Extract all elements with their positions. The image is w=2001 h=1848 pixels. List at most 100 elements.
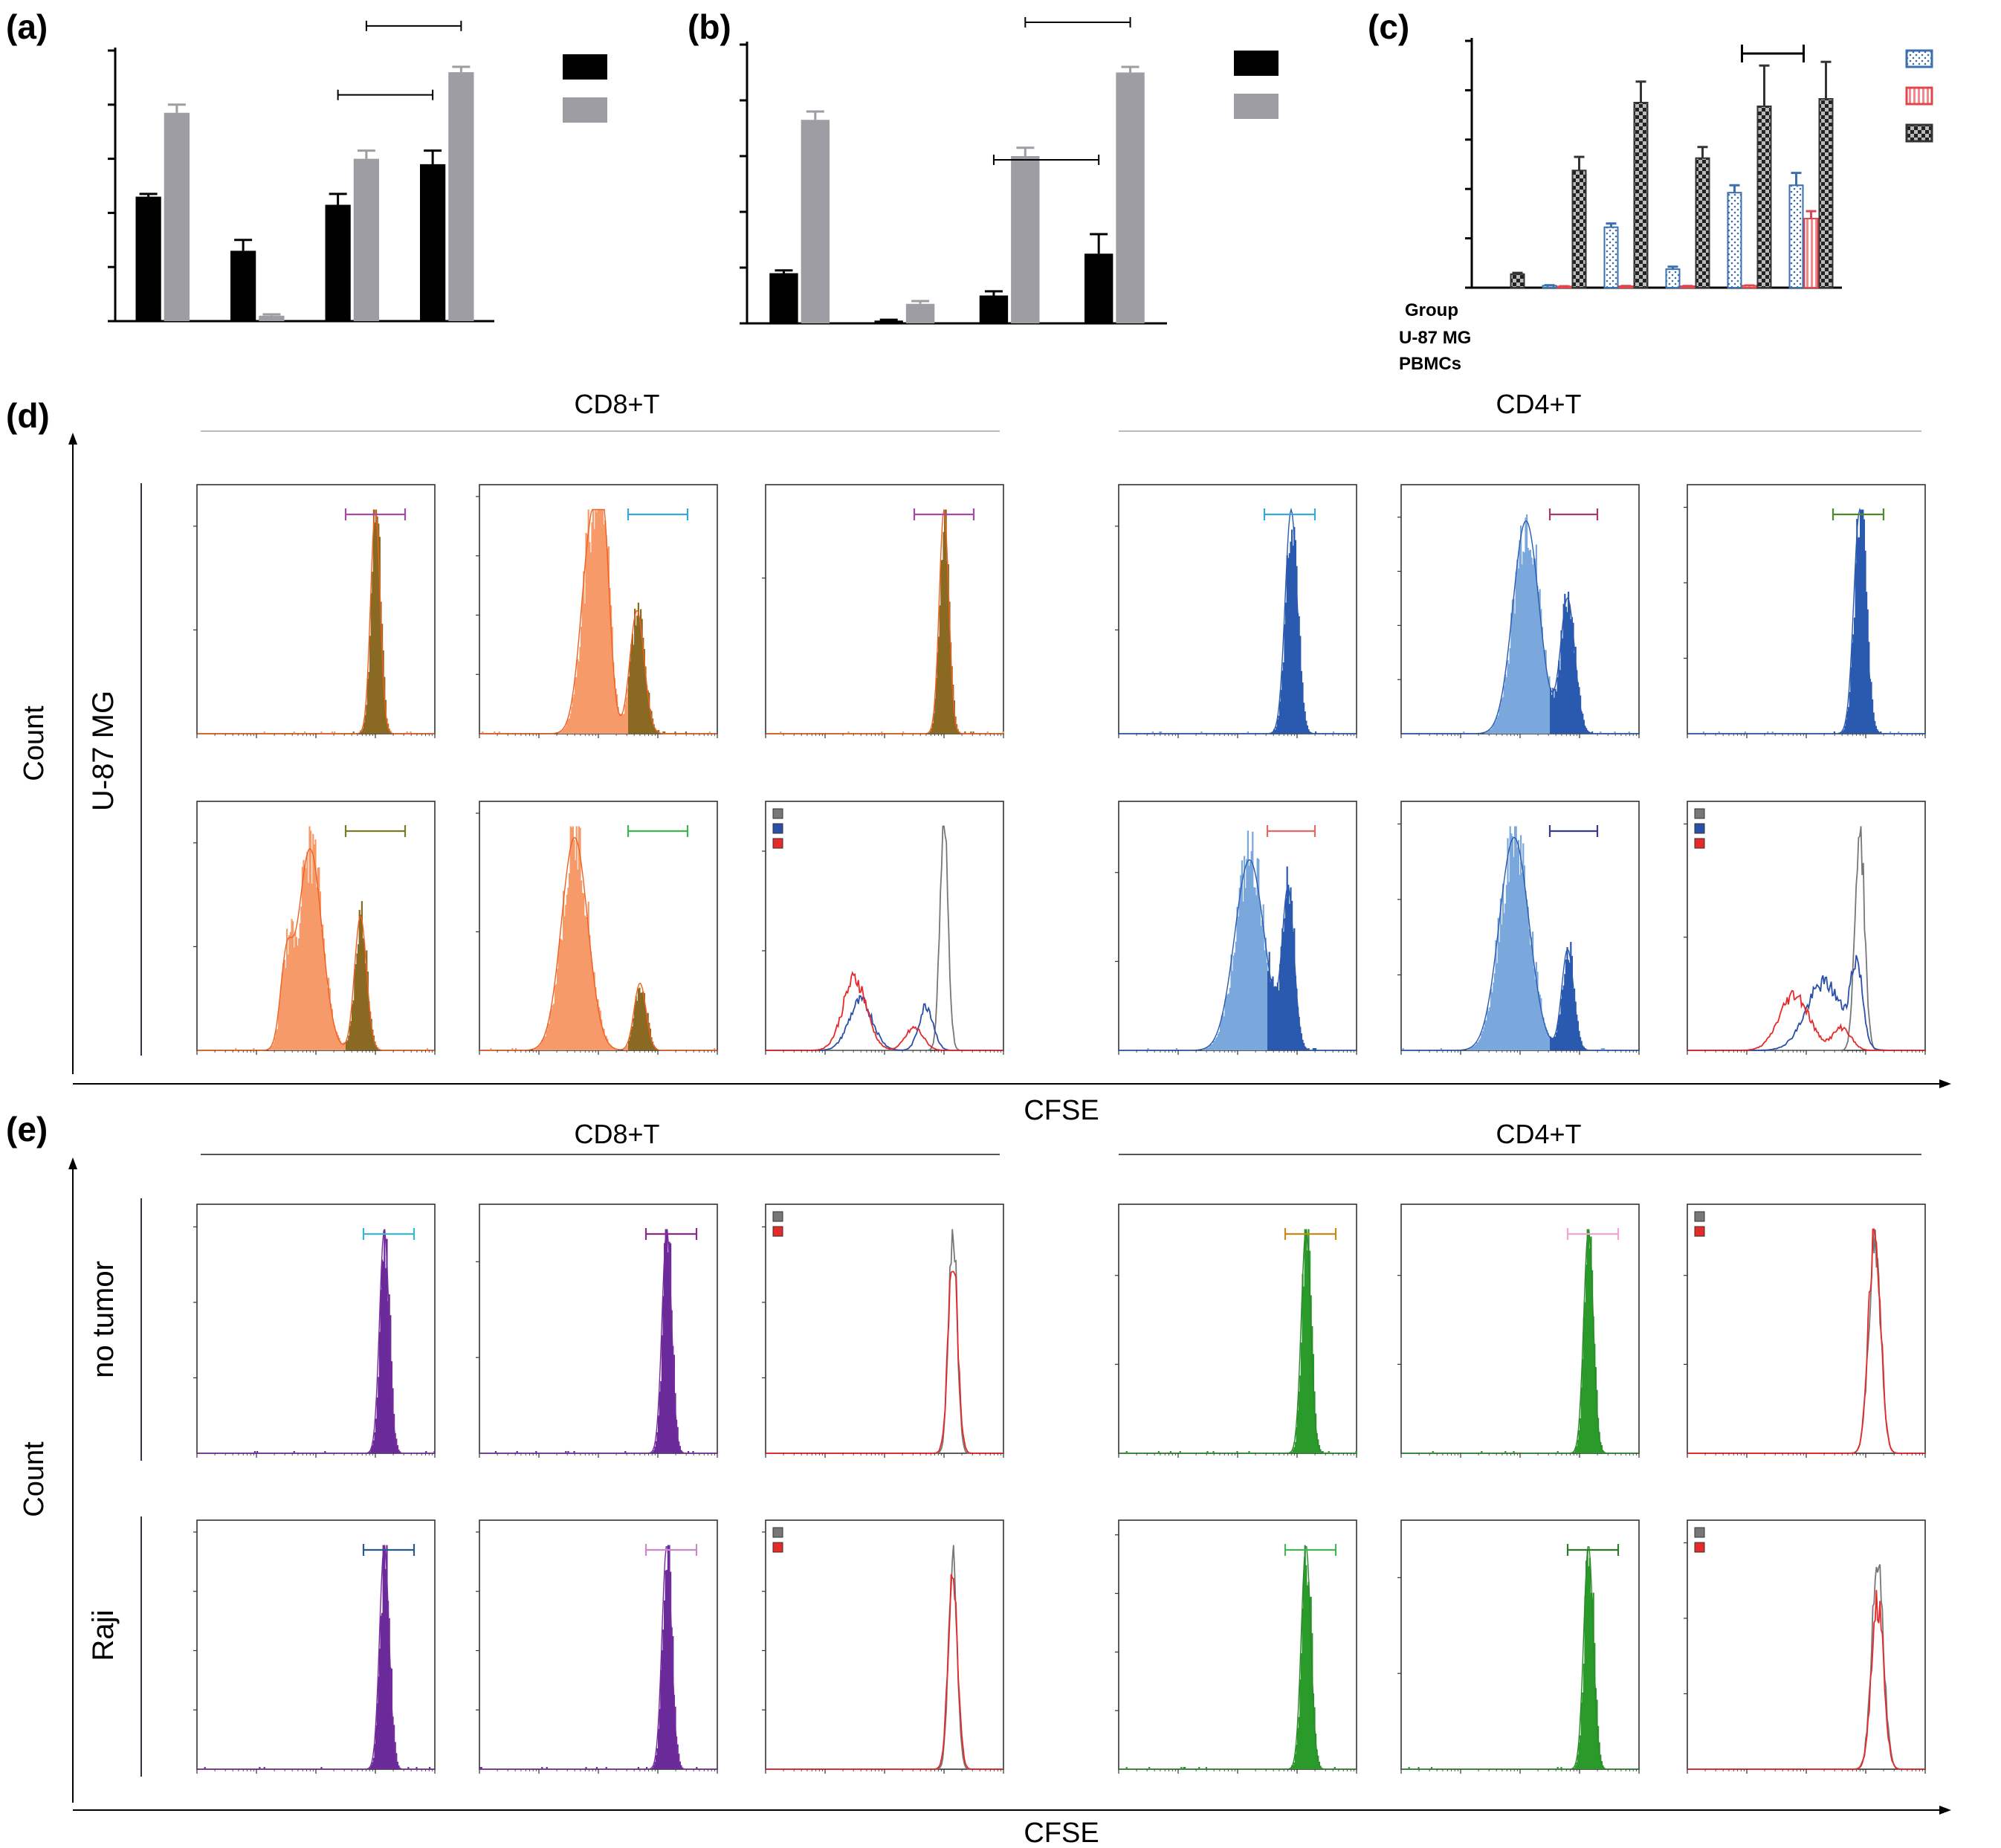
histogram-bin <box>561 940 563 1050</box>
histogram-bin <box>536 1047 538 1050</box>
histogram-bin <box>1471 1047 1473 1050</box>
histogram-bin <box>665 1570 667 1769</box>
histogram-bin <box>1544 650 1546 734</box>
histogram-bin <box>1307 1229 1310 1453</box>
histogram-bin <box>253 1450 256 1453</box>
histogram-bin <box>1205 1766 1207 1769</box>
bar-GrB-Mix <box>979 295 1009 323</box>
histogram-bin <box>1180 1766 1183 1769</box>
e-y-axis-label: Count <box>19 1441 50 1517</box>
histogram-bin <box>1296 988 1298 1050</box>
histogram-bin <box>649 709 651 734</box>
histogram-bin <box>688 1450 690 1453</box>
overlay-legend-swatch <box>1694 1527 1705 1538</box>
histogram-bin <box>1470 1047 1472 1050</box>
d-y-arrowhead <box>68 433 77 445</box>
histogram-bin <box>578 826 580 1050</box>
histogram-bin <box>1509 647 1511 734</box>
histogram-bin <box>376 516 378 734</box>
overlay-legend-swatch <box>1694 808 1705 819</box>
histogram-bin <box>1574 988 1576 1050</box>
histogram-bin <box>560 731 562 734</box>
histogram-outline <box>479 508 717 734</box>
bar-CD69-B7-H3 <box>259 315 285 321</box>
histogram-bin <box>1854 617 1856 734</box>
histogram-bin <box>1311 1326 1313 1453</box>
histogram-bin <box>1592 1592 1594 1769</box>
histogram-bin <box>1312 1693 1314 1769</box>
histogram-bin <box>587 509 589 734</box>
histogram-bin <box>1571 617 1573 734</box>
histogram-bin <box>358 944 360 1050</box>
histogram-bin <box>342 1043 344 1050</box>
histogram-bin <box>1574 1767 1576 1769</box>
histogram-bin <box>286 928 288 1050</box>
histogram-bin <box>1560 998 1562 1050</box>
histogram-bin <box>649 1028 651 1050</box>
histogram-bin <box>1291 1765 1293 1769</box>
histogram-bin <box>1473 1045 1475 1050</box>
histogram-bin <box>352 1000 355 1050</box>
histogram-bin <box>1497 917 1499 1050</box>
histogram-bin <box>1545 1027 1547 1050</box>
histogram-bin <box>372 572 374 734</box>
histogram-bin <box>1566 947 1568 1050</box>
histogram-bin <box>1278 715 1280 734</box>
histogram-bin <box>378 1331 381 1453</box>
bar-GrB-BsAb <box>420 164 446 321</box>
e-group-left: CD8+T <box>574 1119 659 1149</box>
histogram-bin <box>1440 1047 1442 1050</box>
histogram-bin <box>629 661 631 734</box>
histogram-bin <box>569 873 571 1050</box>
histogram-bin <box>1311 1632 1313 1769</box>
histogram-bin <box>541 1040 543 1050</box>
histogram-bin <box>1286 555 1288 734</box>
histogram-bin <box>659 1709 661 1769</box>
histogram-bin <box>1292 1765 1294 1769</box>
histogram-bin <box>1204 1048 1206 1050</box>
histogram-bin <box>375 1418 378 1453</box>
e-row-label-raji: Raji <box>87 1610 120 1661</box>
histogram-bin <box>1355 1450 1357 1453</box>
histogram-bin <box>1861 509 1863 734</box>
bar-IL-6-1 <box>1571 169 1587 288</box>
histogram-bin <box>337 1035 339 1050</box>
histogram-bin <box>1505 885 1507 1050</box>
histogram-bin <box>604 1036 607 1050</box>
histogram-bin <box>494 731 496 734</box>
histogram-bin <box>1603 1047 1606 1050</box>
histogram-bin <box>557 969 559 1050</box>
histogram-bin <box>1529 549 1531 734</box>
histogram-bin <box>1508 882 1510 1050</box>
histogram-bin <box>313 844 315 1050</box>
histogram-bin <box>1525 891 1527 1050</box>
histogram-bin <box>1291 900 1293 1050</box>
histogram-bin <box>1493 724 1495 734</box>
histogram-bin <box>1226 995 1228 1050</box>
histogram-bin <box>271 1045 274 1050</box>
histogram-bin <box>1533 968 1535 1050</box>
bar-CD69-B7-H3 <box>905 303 935 323</box>
histogram-outline <box>197 847 435 1051</box>
histogram-bin <box>280 985 282 1050</box>
histogram-bin <box>1298 1391 1300 1453</box>
histogram-bin <box>1586 1549 1588 1769</box>
histogram-bin <box>1315 1047 1317 1050</box>
histogram-bin <box>480 1766 482 1769</box>
histogram-bin <box>598 1007 601 1050</box>
histogram-bin <box>577 869 579 1050</box>
histogram-bin <box>653 1765 655 1769</box>
legend-swatch-GrB <box>1234 51 1278 76</box>
histogram-bin <box>1532 564 1534 734</box>
histogram-bin <box>1215 1038 1217 1050</box>
histogram-bin <box>314 839 317 1050</box>
histogram-bin <box>1539 994 1541 1050</box>
histogram-bin <box>1833 731 1835 734</box>
histogram-bin <box>334 1025 336 1050</box>
histogram-bin <box>1600 731 1602 734</box>
histogram-bin <box>433 1450 436 1453</box>
histogram-bin <box>933 713 935 734</box>
histogram-bin <box>1560 1766 1562 1769</box>
histogram-bin <box>1582 713 1584 734</box>
histogram-bin <box>1580 711 1583 734</box>
